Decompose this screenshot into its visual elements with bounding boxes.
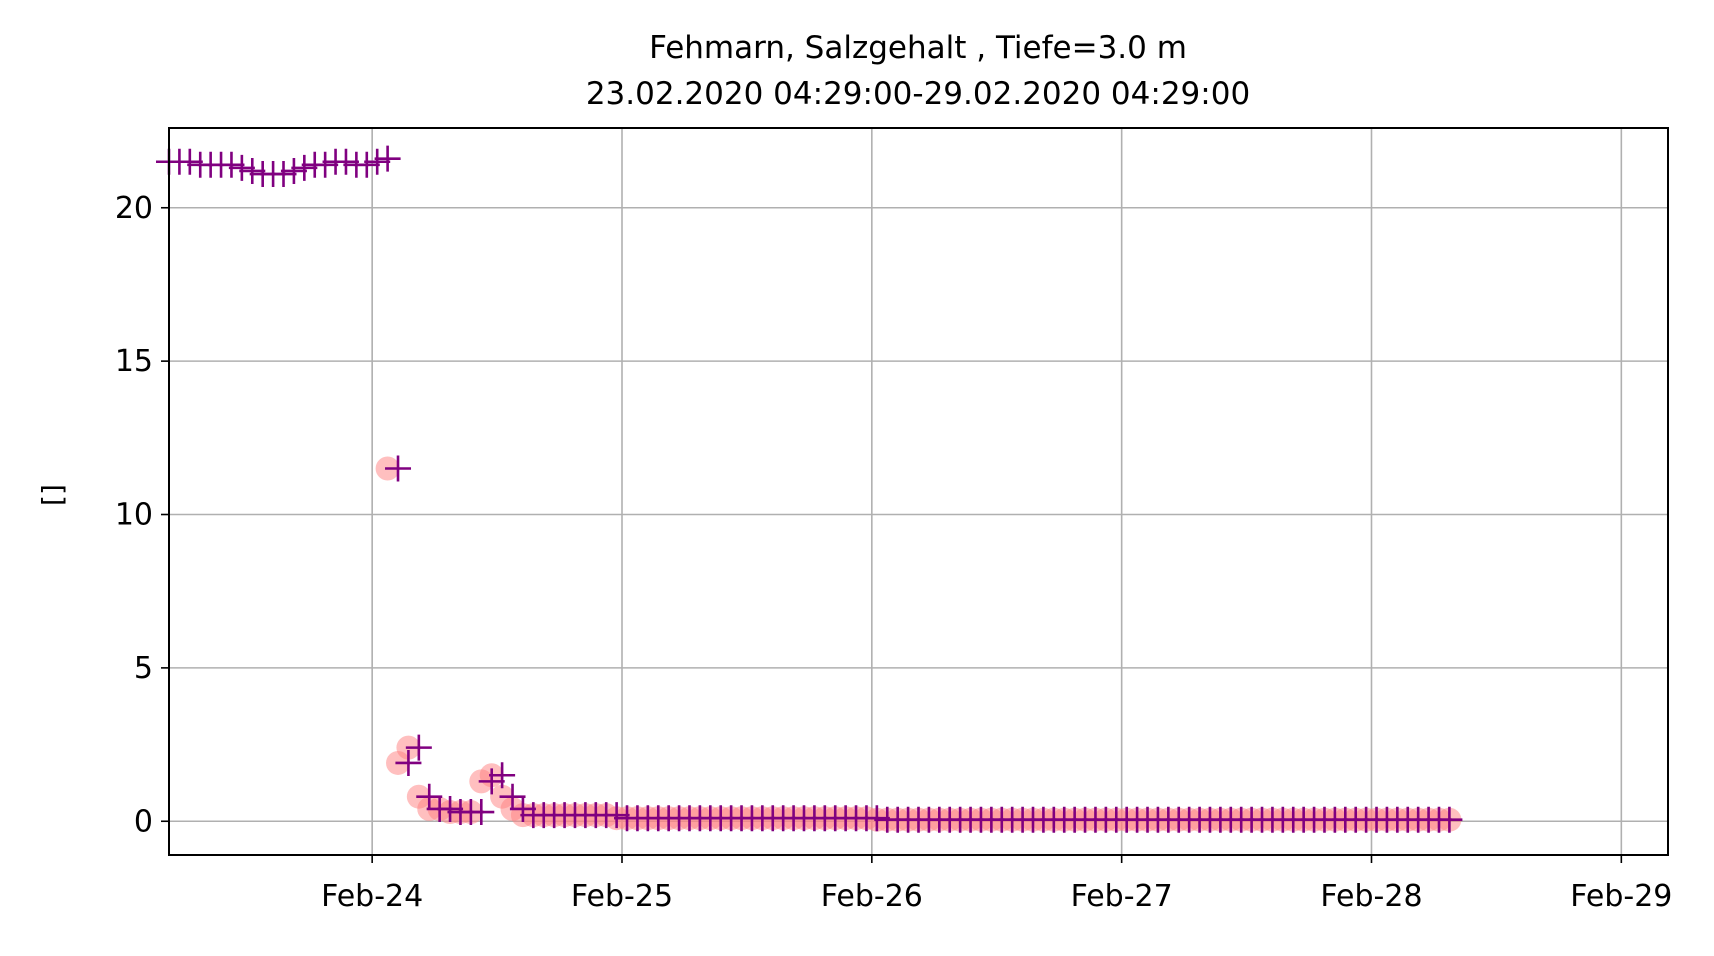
data-point: [509, 795, 536, 822]
plot-area-frame: [168, 127, 1669, 856]
y-tick-label: 10: [115, 498, 153, 533]
data-point: [364, 148, 391, 175]
data-point: [478, 768, 505, 795]
data-point: [385, 455, 412, 482]
x-tick-label: Feb-24: [321, 879, 423, 914]
x-tick-label: Feb-28: [1320, 879, 1422, 914]
grid: [169, 128, 1668, 855]
x-tick-label: Feb-26: [821, 879, 923, 914]
data-point: [228, 154, 255, 181]
data-point: [416, 783, 443, 810]
data-point: [218, 151, 245, 178]
data-point: [395, 749, 422, 776]
data-point: [332, 148, 359, 175]
data-point: [270, 161, 297, 188]
y-tick-label: 0: [134, 804, 153, 839]
chart-title: Fehmarn, Salzgehalt , Tiefe=3.0 m: [649, 30, 1187, 66]
data-point: [1436, 806, 1463, 833]
data-point: [312, 151, 339, 178]
data-point: [353, 151, 380, 178]
data-point: [437, 795, 464, 822]
y-tick-label: 20: [115, 191, 153, 226]
data-point: [405, 734, 432, 761]
chart-subtitle: 23.02.2020 04:29:00-29.02.2020 04:29:00: [586, 76, 1250, 112]
data-point: [176, 148, 203, 175]
data-point: [863, 805, 890, 832]
data-point: [603, 802, 630, 829]
data-marks: [156, 145, 1463, 833]
x-tick-label: Feb-27: [1071, 879, 1173, 914]
y-axis: 0 5 10 15 20: [115, 191, 169, 839]
x-tick-label: Feb-29: [1570, 879, 1672, 914]
data-point: [280, 157, 307, 184]
data-point: [239, 157, 266, 184]
data-point: [291, 154, 318, 181]
data-point: [374, 145, 401, 172]
data-point: [499, 783, 526, 810]
y-tick-label: 5: [134, 651, 153, 686]
y-axis-label: []: [36, 484, 69, 506]
data-point: [468, 799, 495, 826]
data-point: [489, 762, 516, 789]
x-tick-label: Feb-25: [571, 879, 673, 914]
x-axis: Feb-24 Feb-25 Feb-26 Feb-27 Feb-28 Feb-29: [321, 855, 1672, 914]
y-tick-label: 15: [115, 344, 153, 379]
